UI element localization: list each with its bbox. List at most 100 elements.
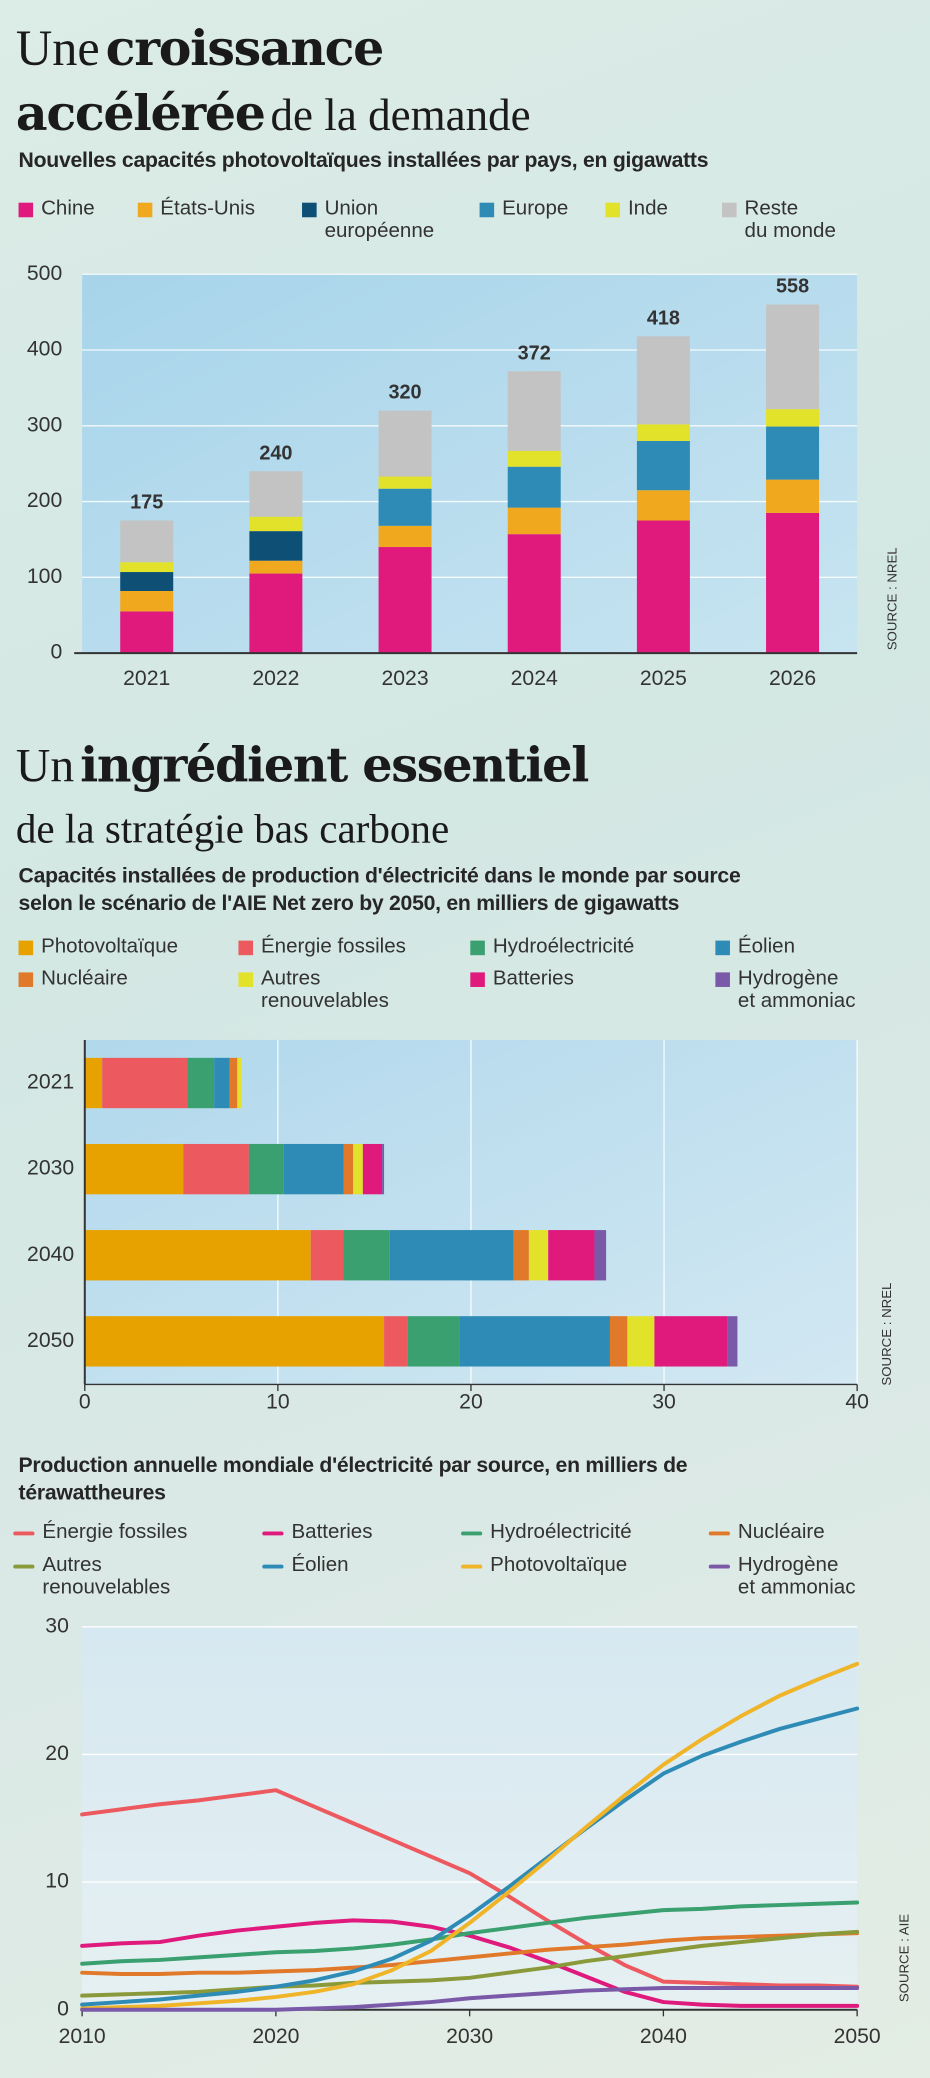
legend-label: Hydrogène et ammoniac: [737, 1553, 856, 1600]
y-tick-label: 20: [45, 1742, 69, 1765]
x-tick-label: 2026: [769, 667, 816, 690]
legend-swatch: [470, 940, 485, 956]
x-tick-label: 2024: [511, 667, 558, 690]
legend-swatch: [13, 1564, 35, 1569]
bar-segment: [636, 490, 690, 521]
bar-segment: [84, 1143, 184, 1195]
legend-label: Reste du monde: [744, 197, 836, 243]
legend-item: Photovoltaïque: [461, 1554, 702, 1602]
bar-segment: [249, 471, 303, 517]
total-label: 558: [776, 276, 809, 298]
legend-label: Énergie fossiles: [260, 935, 406, 958]
title-part: croissance: [105, 18, 385, 77]
legend-item: Union européenne: [302, 197, 540, 245]
legend-swatch: [262, 1564, 284, 1569]
title-part: ingrédient essentiel: [80, 737, 589, 794]
y-tick-label: 500: [27, 262, 62, 285]
series-line: [80, 1661, 860, 2011]
series-line: [80, 1931, 860, 1976]
bar-segment: [766, 409, 820, 427]
legend-item: Hydroélectricité: [461, 1521, 702, 1569]
legend-item: Éolien: [262, 1553, 503, 1602]
legend-item: Autres renouvelables: [238, 967, 476, 1015]
bar-segment: [378, 476, 432, 489]
x-tick-label: 2022: [252, 667, 299, 690]
legend-label: Union européenne: [324, 197, 435, 243]
source-note: SOURCE : NREL: [879, 1283, 894, 1386]
y-tick-label: 0: [50, 641, 62, 664]
legend-label: Éolien: [737, 935, 795, 958]
series-line: [80, 1918, 860, 2008]
bar-segment: [507, 507, 561, 535]
bar-segment: [609, 1316, 628, 1367]
subtitle: Nouvelles capacités photovoltaïques inst…: [18, 149, 709, 173]
bar-segment: [343, 1230, 390, 1281]
y-tick-label: 300: [27, 413, 62, 436]
legend-swatch: [470, 972, 485, 987]
bar-segment: [654, 1316, 728, 1367]
y-tick-label: 30: [45, 1614, 69, 1637]
legend-swatch: [715, 972, 730, 987]
bar-segment: [407, 1316, 460, 1367]
legend-item: Inde: [605, 197, 843, 245]
legend-label: Autres renouvelables: [260, 967, 389, 1013]
legend-label: Nucléaire: [737, 1520, 825, 1544]
legend-swatch: [238, 972, 254, 987]
bar-segment: [507, 534, 561, 654]
bar-segment: [636, 440, 690, 491]
bar-segment: [343, 1143, 354, 1195]
title-part: de la stratégie bas carbone: [15, 805, 450, 852]
bar-segment: [766, 426, 820, 480]
bar-segment: [636, 520, 690, 654]
bar-segment: [249, 560, 303, 574]
bar-segment: [384, 1316, 408, 1367]
series-line: [80, 1986, 860, 2012]
bar-segment: [310, 1230, 344, 1281]
source-note: SOURCE : NREL: [884, 547, 899, 650]
bar-segment: [548, 1230, 595, 1281]
bar-segment: [389, 1230, 514, 1281]
subtitle: Production annuelle mondiale d'électrici…: [18, 1454, 688, 1505]
bar-segment: [283, 1143, 344, 1195]
bar-segment: [459, 1316, 610, 1367]
legend-item: Hydrogène et ammoniac: [715, 967, 930, 1015]
bar-segment: [120, 562, 174, 573]
legend-label: Énergie fossiles: [42, 1520, 188, 1544]
legend-item: États-Unis: [137, 197, 376, 245]
bar-segment: [249, 516, 303, 532]
bar-segment: [120, 572, 174, 591]
bar-segment: [507, 371, 561, 451]
legend-item: Photovoltaïque: [18, 935, 257, 983]
legend-swatch: [461, 1531, 483, 1536]
bar-segment: [249, 573, 303, 654]
title-part: Un: [15, 739, 75, 793]
legend-swatch: [479, 202, 495, 218]
title-1: Une croissance accélérée de la demande: [16, 21, 531, 151]
bar-segment: [84, 1230, 311, 1281]
bar-segment: [378, 410, 432, 477]
legend-label: Batteries: [492, 967, 574, 990]
legend-item: Énergie fossiles: [238, 935, 476, 983]
legend-label: Inde: [627, 197, 668, 220]
bar-segment: [627, 1316, 655, 1367]
bar-segment: [237, 1057, 242, 1109]
title-part: Une: [15, 21, 100, 77]
total-label: 372: [518, 342, 551, 364]
legend-swatch: [708, 1531, 730, 1536]
legend-label: Hydrogène et ammoniac: [737, 967, 856, 1013]
bar-segment: [229, 1057, 238, 1109]
legend-label: Nucléaire: [41, 967, 128, 990]
bar-segment: [382, 1143, 385, 1195]
y-tick-label: 10: [45, 1870, 69, 1893]
bar-segment: [102, 1057, 188, 1109]
bar-segment: [507, 450, 561, 467]
y-tick-label: 2050: [27, 1329, 74, 1352]
legend-label: Éolien: [291, 1553, 349, 1577]
legend-swatch: [302, 202, 317, 218]
bar-segment: [378, 547, 432, 654]
legend-swatch: [13, 1531, 35, 1536]
bar-segment: [528, 1230, 549, 1281]
legend-item: Batteries: [470, 967, 708, 1015]
